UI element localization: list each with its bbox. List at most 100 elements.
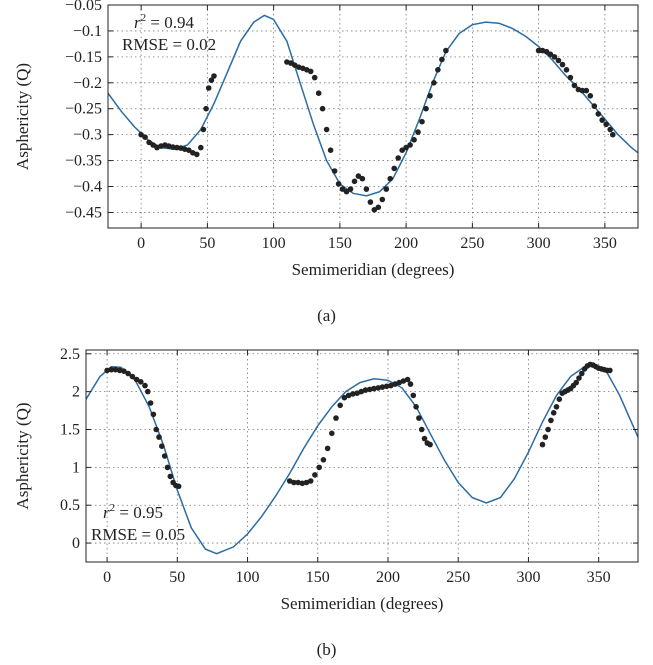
chart-a-ytick-label-5: −0.2 (73, 75, 102, 92)
chart-b-data-point-3 (116, 367, 123, 374)
chart-b-r2-symbol: r (103, 503, 110, 522)
chart-a-data-point-58 (431, 80, 437, 86)
chart-a-data-point-71 (571, 82, 578, 89)
chart-a-r2-value: = 0.94 (146, 13, 194, 32)
chart-b-data-point-65 (556, 396, 563, 402)
chart-b-data-point-59 (539, 441, 546, 448)
chart-b-data-point-25 (299, 480, 306, 487)
chart-b-data-point-60 (542, 434, 549, 440)
chart-b-data-point-52 (410, 392, 417, 399)
chart-a-caption: (a) (317, 306, 336, 325)
chart-b-data-point-53 (413, 404, 419, 410)
chart-a-data-point-60 (439, 56, 445, 63)
chart-b-data-point-49 (400, 378, 407, 384)
chart-a-data-point-17 (203, 105, 209, 112)
chart-a-data-point-27 (307, 68, 314, 75)
chart-a-data-point-15 (198, 144, 204, 151)
chart-b-data-point-62 (548, 417, 554, 424)
chart-b-data-point-10 (145, 388, 151, 395)
chart-b-data-point-48 (396, 379, 403, 386)
chart-b-data-point-35 (341, 394, 348, 401)
chart-b-data-point-51 (407, 381, 414, 387)
chart-a-data-point-66 (551, 54, 558, 60)
chart-b-data-point-39 (358, 388, 365, 395)
chart-a-data-point-67 (555, 57, 562, 64)
chart-a-data-point-12 (186, 147, 192, 153)
chart-a-data-point-53 (411, 137, 417, 143)
chart-b-data-point-43 (375, 385, 382, 391)
chart-a-data-point-20 (211, 73, 217, 79)
chart-b-data-point-34 (337, 402, 344, 409)
chart-a-data-point-55 (419, 118, 425, 125)
chart-a-svg: 0 50 100 150 200 250 300 350 −0.45 −0.4 −0.35 −0.3 −… (13, 0, 639, 279)
chart-panel-b: 0 50 100 150 200 250 300 350 0 0.5 1 1.5 2 2.5 Semimer… (0, 338, 653, 638)
chart-b-data-point-42 (371, 385, 377, 392)
chart-b-data-point-44 (379, 384, 386, 390)
chart-b-data-point-14 (156, 434, 162, 440)
chart-a-data-point-44 (375, 204, 382, 211)
chart-a-data-point-56 (423, 105, 429, 112)
chart-a-data-point-32 (327, 147, 334, 153)
chart-b-xtick-label-2: 100 (236, 569, 260, 586)
chart-a-data-point-39 (355, 173, 362, 179)
chart-b-data-point-46 (388, 382, 394, 389)
chart-b-axes-box (85, 349, 639, 563)
chart-a-r2-symbol: r (134, 13, 141, 32)
chart-a-data-point-52 (407, 142, 413, 148)
chart-a-data-point-73 (579, 87, 586, 94)
chart-b-xtick-label-3: 150 (306, 569, 330, 586)
chart-a-data-point-19 (208, 77, 215, 83)
chart-a-data-point-16 (200, 126, 207, 133)
chart-b-xtick-label-6: 300 (516, 569, 540, 586)
chart-b-data-point-55 (418, 426, 425, 433)
chart-a-data-point-35 (339, 186, 346, 192)
chart-a-data-point-45 (379, 196, 386, 203)
chart-a-data-point-37 (347, 186, 354, 192)
chart-b-data-point-58 (427, 441, 433, 448)
chart-a-data-point-76 (591, 103, 598, 109)
chart-b-data-point-64 (553, 404, 560, 410)
chart-a-xtick-label-1: 50 (199, 235, 215, 252)
chart-b-data-point-21 (175, 483, 182, 490)
chart-a-data-point-41 (363, 186, 370, 192)
chart-a-data-point-34 (335, 181, 342, 187)
chart-a-data-point-75 (587, 93, 594, 99)
chart-a-data-point-47 (387, 175, 394, 182)
chart-b-data-point-33 (333, 415, 339, 421)
chart-b-data-point-38 (354, 390, 360, 396)
chart-b-data-point-17 (164, 464, 171, 471)
chart-b-data-point-4 (121, 368, 127, 374)
chart-b-xtick-label-7: 350 (587, 569, 611, 586)
chart-b-ytick-label-4: 2 (72, 384, 80, 401)
chart-a-data-point-36 (343, 188, 350, 195)
chart-b-data-point-31 (324, 445, 331, 452)
chart-b-data-point-18 (167, 473, 174, 480)
chart-a-rmse-annotation: RMSE = 0.02 (122, 35, 216, 54)
chart-a-ytick-label-3: −0.3 (73, 127, 102, 144)
chart-b-xtick-label-0: 0 (103, 569, 111, 586)
chart-a-data-point-51 (403, 144, 409, 151)
chart-a-data-point-33 (331, 168, 338, 174)
chart-b-data-point-5 (125, 370, 131, 377)
chart-b-data-point-36 (345, 392, 352, 399)
chart-b-svg: 0 50 100 150 200 250 300 350 0 0.5 1 1.5 2 2.5 Semimer… (13, 346, 639, 613)
chart-b-data-point-83 (607, 367, 613, 374)
chart-b-data-point-7 (133, 376, 140, 383)
chart-a-r2-superscript: 2 (141, 12, 147, 24)
chart-b-data-point-16 (161, 453, 168, 459)
chart-b-data-point-27 (307, 478, 314, 484)
chart-b-ytick-label-2: 1 (72, 459, 80, 476)
chart-a-data-point-62 (535, 47, 542, 54)
chart-b-data-point-61 (545, 426, 551, 433)
chart-b-xtick-label-5: 250 (446, 569, 470, 586)
chart-a-data-point-38 (351, 178, 358, 185)
chart-a-ytick-label-8: −0.05 (65, 0, 102, 14)
chart-b-data-point-9 (142, 382, 148, 389)
chart-a-data-point-77 (595, 111, 602, 117)
chart-a-xlabel: Semimeridian (degrees) (292, 260, 455, 279)
chart-b-data-point-50 (404, 376, 411, 383)
chart-b-xtick-label-4: 200 (376, 569, 400, 586)
chart-a-data-point-30 (319, 105, 326, 112)
chart-b-xtick-label-1: 50 (169, 569, 185, 586)
